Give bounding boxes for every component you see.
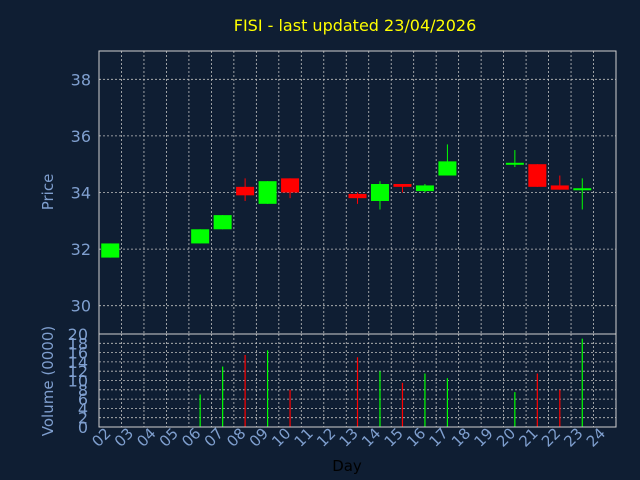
volume-tick-label: 2 (78, 409, 88, 428)
candle-body (348, 193, 367, 199)
volume-tick-label: 18 (68, 334, 88, 353)
candle (438, 144, 457, 176)
candle-body (438, 161, 457, 176)
candle (393, 184, 412, 193)
volume-tick-label: 14 (68, 353, 88, 372)
price-grid (99, 51, 616, 334)
candle-body (415, 185, 434, 192)
candle-body (370, 184, 389, 201)
x-tick-labels: 0203040506070809101112131415161718192021… (88, 424, 609, 450)
volume-tick-label: 4 (78, 399, 88, 418)
volume-tick-label: 16 (68, 344, 88, 363)
volume-tick-label: 0 (78, 418, 88, 437)
candle (281, 178, 300, 199)
candle-body (550, 185, 569, 190)
volume-frame (98, 333, 617, 428)
x-axis-label: Day (332, 457, 362, 475)
candle-body (281, 178, 300, 193)
candle-body (213, 215, 232, 230)
candle-body (393, 184, 412, 187)
candle-body (191, 229, 210, 244)
price-axis-label: Price (39, 174, 57, 211)
candle (191, 229, 210, 244)
candle (213, 215, 232, 230)
candle (505, 150, 524, 168)
volume-tick-label: 10 (68, 372, 88, 391)
candle (415, 184, 434, 193)
volume-tick-label: 12 (68, 362, 88, 381)
volume-tick-label: 6 (78, 390, 88, 409)
candle-body (101, 243, 120, 258)
chart-title: FISI - last updated 23/04/2026 (234, 16, 477, 35)
volume-tick-label: 8 (78, 381, 88, 400)
candle (258, 181, 277, 204)
candle-body (528, 164, 547, 187)
candle-body (258, 181, 277, 204)
candle (348, 192, 367, 204)
candle (573, 178, 592, 210)
price-tick-label: 30 (71, 297, 91, 316)
price-tick-labels: 30 32 34 36 38 (71, 70, 91, 315)
price-candles (101, 144, 592, 258)
volume-grid (99, 333, 616, 428)
price-tick-label: 34 (71, 184, 91, 203)
candle-body (573, 188, 592, 191)
price-tick-label: 38 (71, 70, 91, 89)
price-tick-label: 36 (71, 127, 91, 146)
volume-axis-label: Volume (0000) (39, 326, 57, 436)
candle (236, 178, 255, 201)
candle (550, 175, 569, 190)
candle (528, 164, 547, 187)
candle (370, 181, 389, 210)
candle-body (236, 186, 255, 196)
candle-body (505, 162, 524, 165)
volume-tick-label: 20 (68, 325, 88, 344)
x-tick-label: 24 (583, 424, 609, 450)
candle (101, 243, 120, 258)
price-tick-label: 32 (71, 240, 91, 259)
volume-bars (199, 338, 583, 427)
